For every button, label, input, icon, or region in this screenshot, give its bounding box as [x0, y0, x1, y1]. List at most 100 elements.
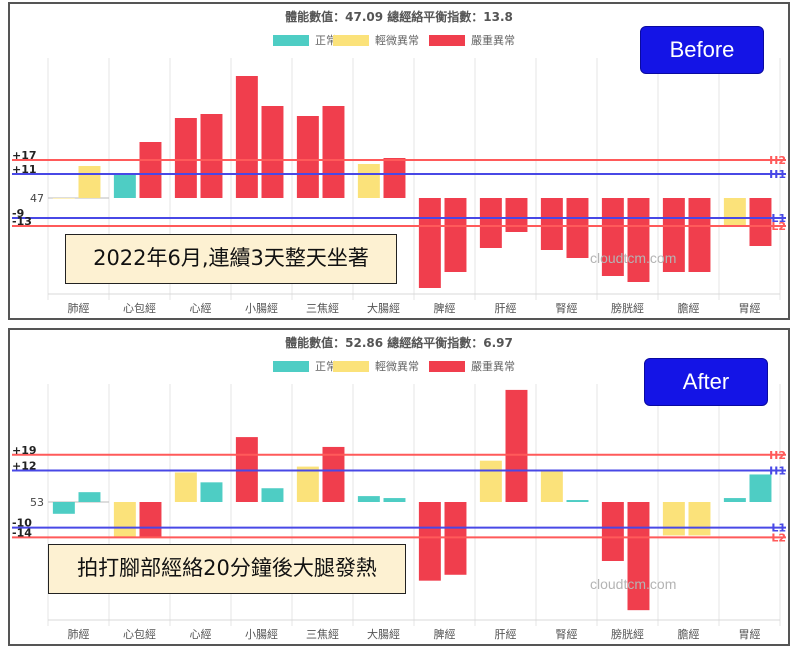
bar — [200, 114, 223, 198]
bar — [383, 158, 406, 198]
bar — [627, 198, 650, 282]
bar — [296, 116, 319, 198]
chart-panel-before: 體能數值：47.09 總經絡平衡指數：13.8 正常 輕微異常 嚴重異常 47 肺經 心包經… — [8, 2, 790, 320]
legend-swatch — [333, 35, 369, 46]
legend-label: 嚴重異常 — [471, 33, 515, 47]
baseline-label: 47 — [30, 192, 44, 205]
reference-tick: -14 — [12, 526, 32, 539]
reference-tick: -10 — [12, 517, 32, 530]
legend-swatch — [429, 361, 465, 372]
bar — [723, 198, 746, 226]
bar — [261, 488, 284, 502]
category-label: 心包經 — [123, 301, 156, 315]
bar — [749, 474, 772, 502]
reference-label: H2 — [769, 449, 786, 462]
reference-tick: -13 — [12, 215, 32, 228]
category-label: 肝經 — [495, 627, 517, 641]
category-label: 心經 — [190, 627, 212, 641]
bar — [357, 164, 380, 198]
bar — [52, 502, 75, 514]
reference-tick: -9 — [12, 207, 24, 220]
bar — [139, 142, 162, 198]
legend-label: 輕微異常 — [375, 359, 419, 373]
condition-caption: 拍打腳部經絡20分鐘後大腿發熱 — [48, 544, 406, 594]
category-label: 腎經 — [556, 301, 578, 315]
category-label: 膀胱經 — [611, 627, 644, 641]
reference-label: L1 — [771, 522, 786, 535]
category-label: 心包經 — [123, 627, 156, 641]
category-label: 大腸經 — [367, 301, 400, 315]
bar — [418, 198, 441, 288]
reference-label: L2 — [771, 220, 786, 233]
bar — [296, 466, 319, 502]
bar — [505, 198, 528, 232]
category-label: 小腸經 — [245, 627, 278, 641]
bar — [540, 470, 563, 502]
category-label: 肺經 — [68, 627, 90, 641]
bar — [601, 502, 624, 561]
bar — [418, 502, 441, 581]
category-label: 腎經 — [556, 627, 578, 641]
bar — [78, 492, 101, 502]
bar — [540, 198, 563, 250]
bar — [235, 76, 258, 198]
bar — [174, 472, 197, 502]
reference-tick: +19 — [12, 444, 37, 457]
bar — [479, 198, 502, 248]
bar — [113, 174, 136, 198]
bar — [566, 198, 589, 258]
reference-tick: +11 — [12, 163, 37, 176]
category-label: 胃經 — [739, 301, 761, 315]
category-label: 脾經 — [434, 627, 456, 641]
reference-label: L2 — [771, 531, 786, 544]
reference-tick: +12 — [12, 460, 37, 473]
reference-label: H1 — [769, 168, 786, 181]
category-label: 肝經 — [495, 301, 517, 315]
category-label: 膽經 — [678, 627, 700, 641]
bar — [662, 198, 685, 272]
bar — [627, 502, 650, 611]
bar — [174, 118, 197, 198]
category-label: 心經 — [190, 301, 212, 315]
legend-label: 正常 — [315, 360, 337, 373]
category-label: 肺經 — [68, 301, 90, 315]
bar — [357, 496, 380, 502]
baseline-label: 53 — [30, 496, 44, 509]
bar — [78, 166, 101, 198]
legend-swatch — [333, 361, 369, 372]
after-badge: After — [644, 358, 768, 406]
watermark: cloudtcm.com — [590, 576, 677, 592]
chart-panel-after: 體能數值：52.86 總經絡平衡指數：6.97 正常 輕微異常 嚴重異常 53 肺經 心包經… — [8, 328, 790, 646]
reference-label: L1 — [771, 212, 786, 225]
reference-label: H1 — [769, 465, 786, 478]
category-label: 膽經 — [678, 301, 700, 315]
category-label: 三焦經 — [306, 301, 339, 315]
bar — [322, 106, 345, 198]
legend-label: 正常 — [315, 34, 337, 47]
meridian-chart-after: 體能數值：52.86 總經絡平衡指數：6.97 正常 輕微異常 嚴重異常 53 肺經 心包經… — [12, 335, 786, 641]
reference-tick: +17 — [12, 149, 37, 162]
bar — [505, 389, 528, 502]
legend-swatch — [273, 35, 309, 46]
bar — [200, 482, 223, 502]
legend-swatch — [273, 361, 309, 372]
bar — [322, 446, 345, 502]
bar — [662, 502, 685, 536]
bar — [444, 198, 467, 272]
bar — [723, 498, 746, 502]
before-badge: Before — [640, 26, 764, 74]
chart-title: 體能數值：52.86 總經絡平衡指數：6.97 — [285, 335, 513, 350]
bar — [261, 106, 284, 198]
bar — [113, 502, 136, 538]
category-label: 小腸經 — [245, 301, 278, 315]
legend-label: 輕微異常 — [375, 33, 419, 47]
legend-swatch — [429, 35, 465, 46]
reference-label: H2 — [769, 154, 786, 167]
condition-caption: 2022年6月,連續3天整天坐著 — [65, 234, 397, 284]
bar — [139, 502, 162, 538]
watermark: cloudtcm.com — [590, 250, 677, 266]
bar — [52, 198, 75, 199]
bar — [566, 500, 589, 502]
category-label: 三焦經 — [306, 627, 339, 641]
category-label: 胃經 — [739, 627, 761, 641]
